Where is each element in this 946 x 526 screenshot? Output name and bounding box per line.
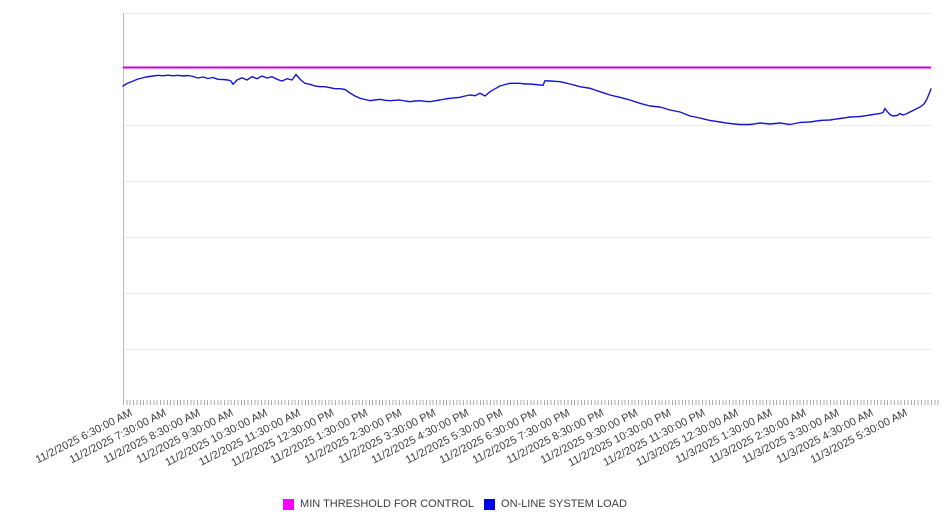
legend-label: ON-LINE SYSTEM LOAD	[501, 498, 627, 510]
legend-label: MIN THRESHOLD FOR CONTROL	[300, 498, 475, 510]
legend-swatch	[283, 498, 295, 510]
legend-item[interactable]: ON-LINE SYSTEM LOAD	[484, 498, 627, 510]
legend-item[interactable]: MIN THRESHOLD FOR CONTROL	[283, 498, 474, 510]
chart-legend: MIN THRESHOLD FOR CONTROL ON-LINE SYSTEM …	[0, 497, 946, 511]
x-axis-minor-ticks	[123, 400, 939, 405]
system-load-line	[122, 73, 932, 126]
legend-swatch	[484, 498, 496, 510]
